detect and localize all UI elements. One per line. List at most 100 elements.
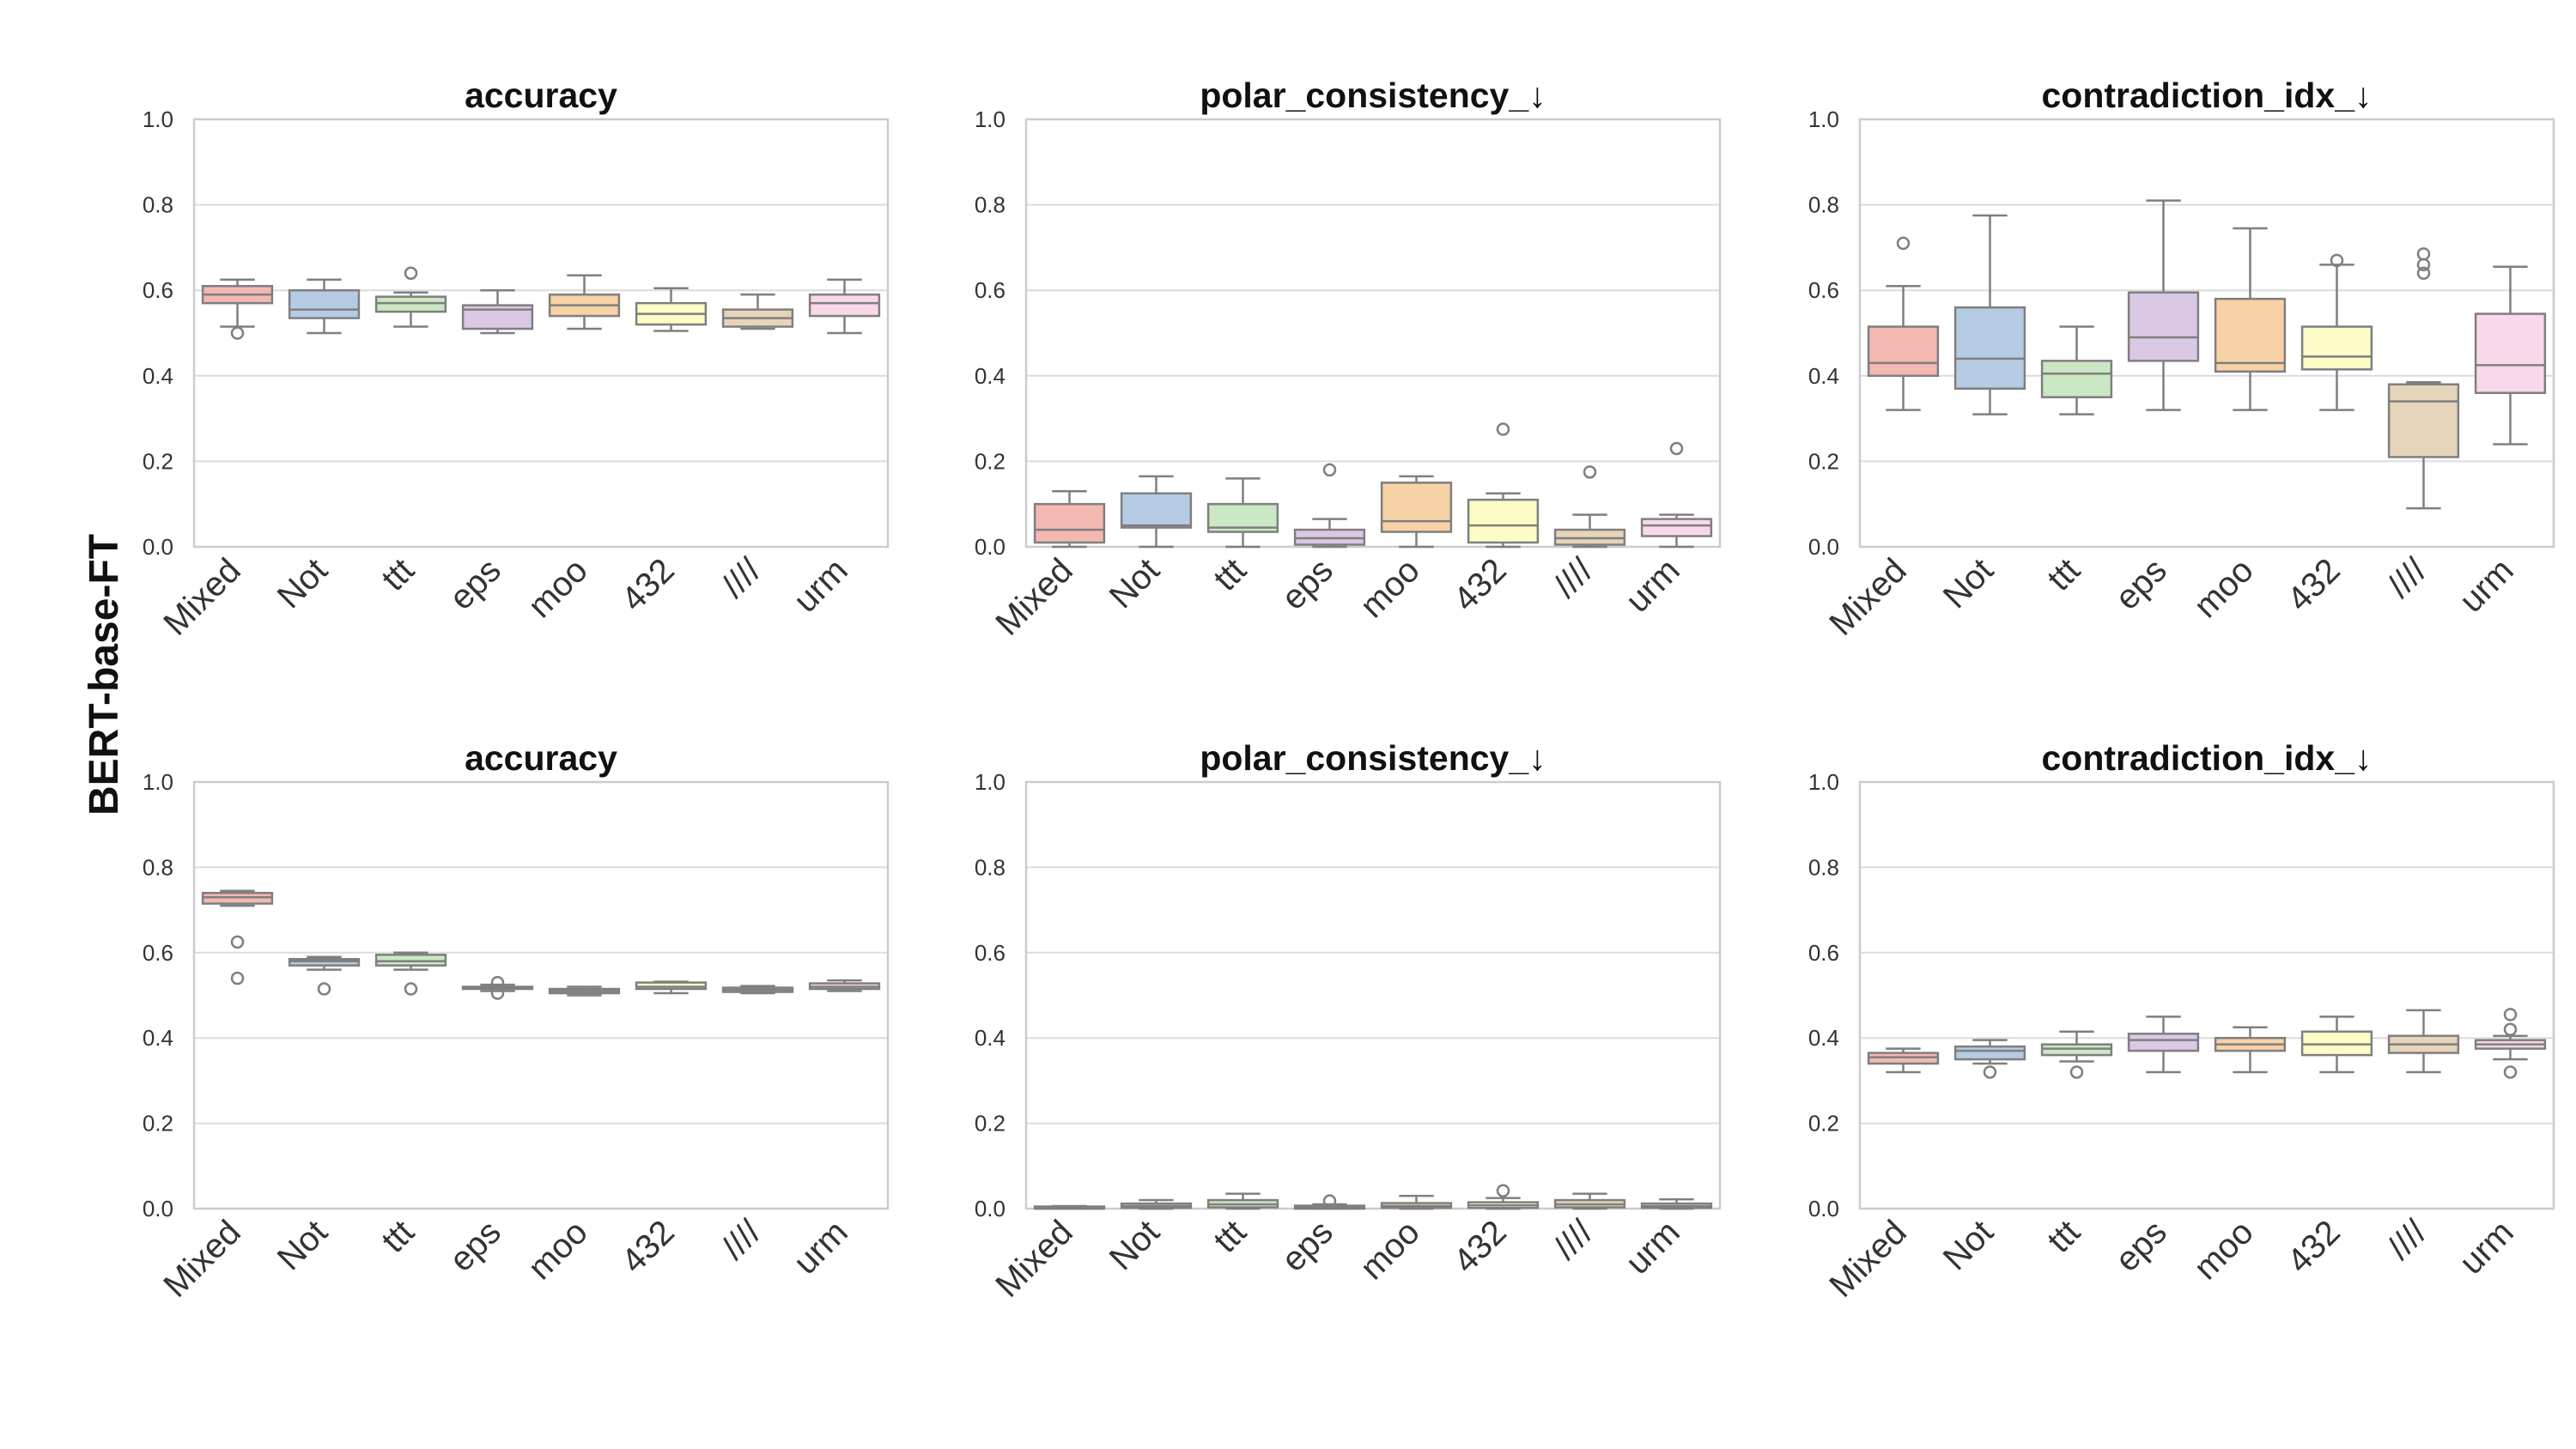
box-moo: [2214, 227, 2287, 411]
box-////: [1553, 465, 1626, 549]
panel-title: polar_consistency_↓: [1200, 738, 1546, 778]
y-tick-label: 0.6: [975, 277, 1005, 303]
y-tick-label: 0.0: [975, 1196, 1005, 1222]
y-tick-label: 1.0: [975, 106, 1005, 132]
y-tick-label: 0.0: [143, 1196, 173, 1222]
outlier-point: [1669, 441, 1684, 456]
y-tick-label: 0.2: [975, 448, 1005, 474]
y-tick-label: 0.2: [975, 1111, 1005, 1137]
box-urm: [808, 278, 881, 335]
outlier-point: [2416, 266, 2431, 281]
x-tick-label: ////: [2380, 551, 2434, 605]
y-tick-label: 1.0: [1808, 106, 1839, 132]
y-tick-label: 0.8: [975, 192, 1005, 218]
x-tick-label: 432: [2281, 1213, 2348, 1280]
x-tick-label: Not: [1103, 551, 1167, 615]
x-tick-label: ttt: [374, 1213, 422, 1260]
x-tick-label: eps: [1274, 1213, 1340, 1279]
y-tick-label: 0.6: [1808, 940, 1839, 966]
x-tick-label: 432: [1447, 1213, 1514, 1280]
y-tick-label: 0.4: [143, 363, 173, 389]
plot-frame: [1858, 118, 2555, 549]
panel-title: accuracy: [465, 76, 617, 115]
box-eps: [461, 975, 534, 1000]
y-tick-label: 0.4: [975, 363, 1005, 389]
box-////: [2387, 247, 2460, 510]
box-Not: [288, 955, 361, 996]
box-Mixed: [1867, 1047, 1940, 1074]
iqr-box: [1120, 492, 1193, 529]
iqr-box: [2387, 383, 2460, 458]
box-Mixed: [1033, 1204, 1106, 1210]
panel-title: accuracy: [465, 738, 617, 778]
y-tick-label: 0.8: [1808, 854, 1839, 880]
x-tick-label: ttt: [1206, 1213, 1254, 1260]
x-tick-label: moo: [2187, 1213, 2261, 1287]
x-tick-label: moo: [1353, 551, 1427, 625]
x-tick-label: 432: [1447, 551, 1514, 618]
iqr-box: [2474, 312, 2547, 394]
plot-frame: [1858, 780, 2555, 1210]
outlier-point: [1496, 1184, 1510, 1197]
y-tick-label: 0.8: [143, 192, 173, 218]
x-tick-label: Mixed: [988, 1213, 1080, 1305]
box-urm: [1640, 1197, 1713, 1210]
y-tick-label: 1.0: [975, 769, 1005, 795]
box-Not: [1120, 475, 1193, 549]
x-tick-label: moo: [521, 1213, 595, 1287]
y-tick-label: 0.6: [143, 277, 173, 303]
outlier-point: [317, 982, 331, 996]
x-tick-label: ////: [1546, 551, 1601, 605]
y-tick-label: 0.4: [1808, 363, 1839, 389]
box-ttt: [1206, 1192, 1279, 1210]
iqr-box: [1380, 482, 1453, 533]
outlier-point: [230, 935, 245, 949]
y-tick-label: 0.4: [143, 1025, 173, 1051]
y-tick-label: 0.0: [1808, 534, 1839, 560]
outlier-point: [490, 986, 505, 1000]
box-Mixed: [1867, 236, 1940, 411]
x-tick-label: ttt: [374, 551, 422, 598]
outlier-point: [2416, 247, 2431, 261]
panel-2: 0.0 0.2 0.4 0.6 0.8 1.0 polar_consistency_↓ Mix…: [975, 76, 1722, 643]
box-////: [1553, 1192, 1626, 1210]
box-eps: [2127, 1016, 2200, 1074]
iqr-box: [288, 288, 361, 319]
y-tick-label: 0.2: [143, 448, 173, 474]
x-tick-label: ttt: [2040, 551, 2087, 598]
box-eps: [1293, 1194, 1366, 1210]
y-tick-label: 0.0: [1808, 1196, 1839, 1222]
box-////: [721, 985, 794, 995]
x-tick-label: urm: [2452, 1213, 2521, 1282]
x-tick-label: moo: [2187, 551, 2261, 625]
x-tick-label: eps: [442, 551, 508, 617]
iqr-box: [1467, 498, 1540, 544]
iqr-box: [2214, 297, 2287, 373]
y-tick-label: 1.0: [1808, 769, 1839, 795]
box-urm: [2474, 265, 2547, 446]
x-tick-label: eps: [2108, 551, 2174, 617]
box-moo: [1380, 1194, 1453, 1210]
y-tick-label: 0.2: [1808, 448, 1839, 474]
iqr-box: [2040, 360, 2113, 398]
x-tick-label: eps: [442, 1213, 508, 1279]
box-urm: [808, 979, 881, 992]
box-ttt: [1206, 477, 1279, 549]
box-moo: [548, 985, 621, 997]
outlier-point: [1322, 463, 1337, 477]
outlier-point: [1583, 465, 1597, 479]
iqr-box: [1953, 306, 2026, 390]
y-tick-label: 0.8: [143, 854, 173, 880]
x-tick-label: 432: [615, 551, 682, 618]
panel-1: 0.0 0.2 0.4 0.6 0.8 1.0 accuracy Mixed Not ttt eps…: [143, 76, 890, 643]
outlier-point: [1496, 422, 1510, 436]
box-432: [2300, 1016, 2373, 1074]
panel-4: 0.0 0.2 0.4 0.6 0.8 1.0 accuracy Mixed Not ttt eps…: [143, 738, 890, 1305]
y-tick-label: 1.0: [143, 769, 173, 795]
outlier-point: [2330, 253, 2344, 268]
x-tick-label: Not: [270, 1213, 335, 1277]
iqr-box: [1953, 1045, 2026, 1061]
panel-6: 0.0 0.2 0.4 0.6 0.8 1.0 contradiction_idx_↓ Mix…: [1808, 738, 2555, 1305]
